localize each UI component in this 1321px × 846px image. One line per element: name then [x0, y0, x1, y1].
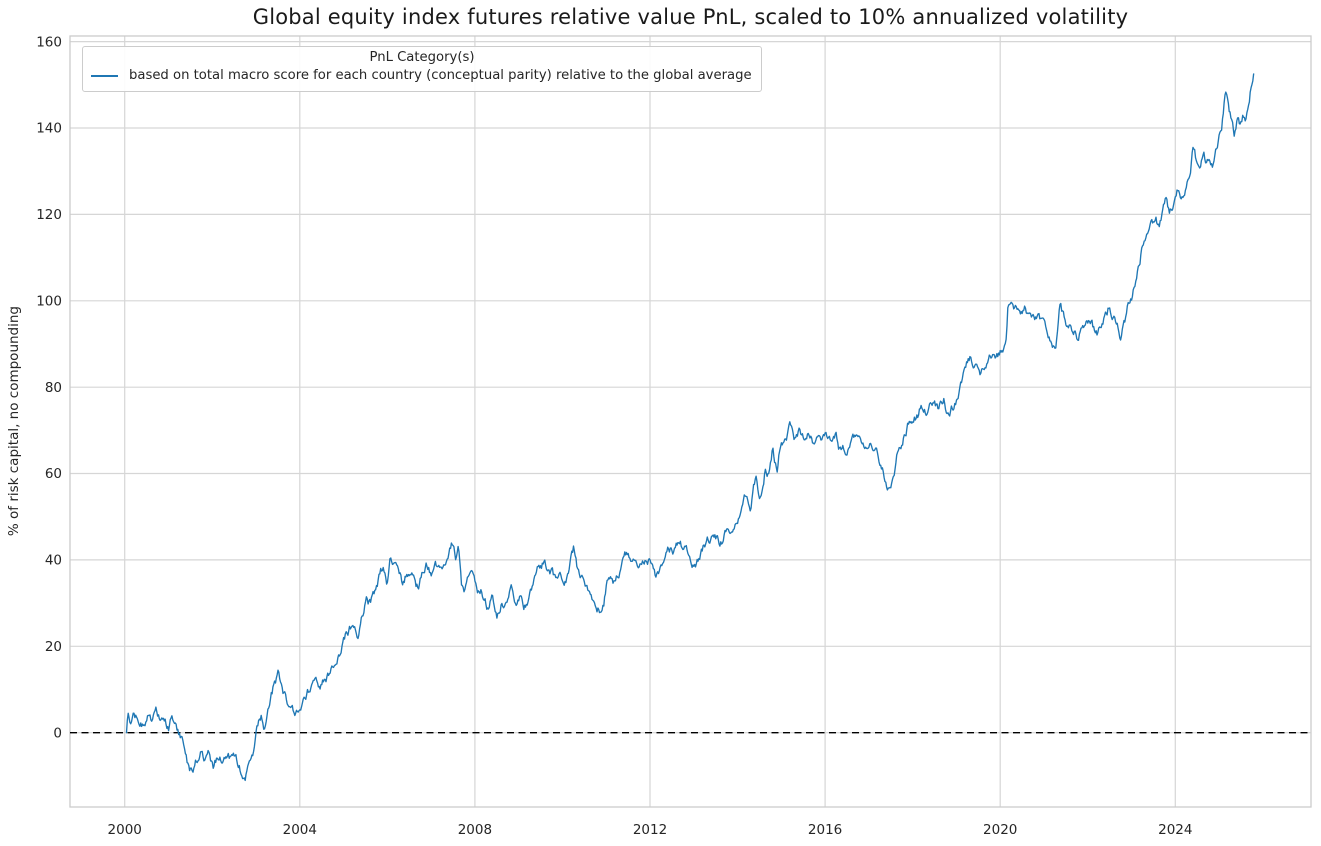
- y-tick-label: 100: [36, 294, 62, 310]
- x-tick-label: 2008: [458, 822, 492, 838]
- y-tick-label: 0: [53, 725, 62, 741]
- y-tick-label: 20: [45, 639, 62, 655]
- legend-title: PnL Category(s): [369, 50, 475, 65]
- chart-title: Global equity index futures relative val…: [252, 5, 1129, 29]
- y-tick-label: 120: [36, 207, 62, 223]
- legend-entry: based on total macro score for each coun…: [83, 68, 761, 83]
- x-tick-label: 2016: [808, 822, 842, 838]
- x-tick-label: 2012: [633, 822, 667, 838]
- x-tick-label: 2024: [1158, 822, 1192, 838]
- y-tick-label: 160: [36, 34, 62, 50]
- pnl-series-line: [125, 73, 1255, 782]
- x-tick-label: 2020: [983, 822, 1017, 838]
- y-tick-label: 40: [45, 553, 62, 569]
- plot-border: [69, 35, 1312, 808]
- x-tick-label: 2004: [283, 822, 317, 838]
- y-tick-label: 140: [36, 121, 62, 137]
- legend: PnL Category(s) based on total macro sco…: [82, 46, 762, 92]
- legend-line-icon: [91, 74, 118, 77]
- legend-entry-label: based on total macro score for each coun…: [129, 68, 752, 83]
- y-tick-label: 80: [45, 380, 62, 396]
- x-tick-label: 2000: [108, 822, 142, 838]
- y-tick-label: 60: [45, 466, 62, 482]
